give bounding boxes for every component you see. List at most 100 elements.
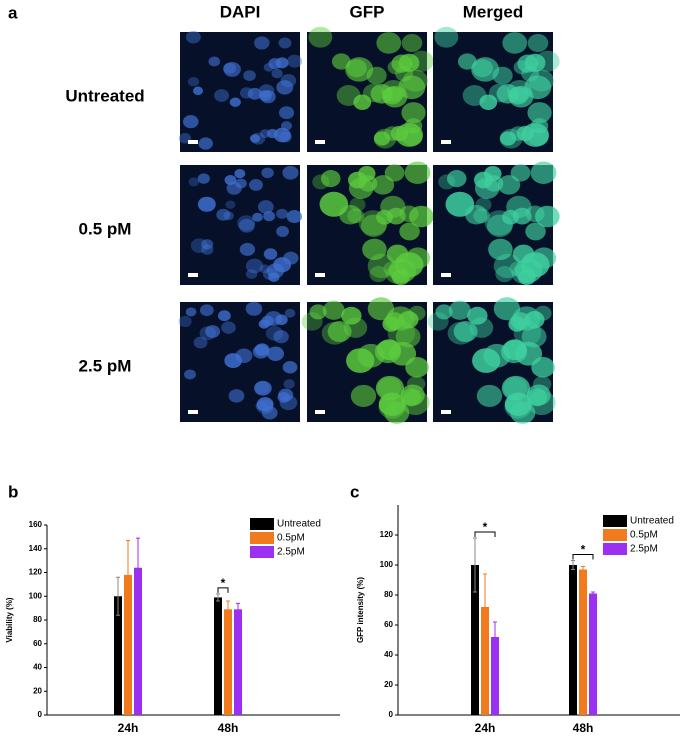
significance-bracket [217, 587, 229, 593]
cell [362, 238, 387, 261]
cell [503, 377, 528, 399]
cell [308, 26, 333, 48]
cell [525, 222, 546, 241]
cell [263, 248, 278, 260]
cell [347, 171, 367, 189]
error-bar [581, 566, 585, 573]
legend-swatch [603, 515, 627, 527]
cell [339, 204, 362, 225]
scale-bar [441, 140, 451, 144]
panel-label: b [8, 482, 18, 501]
y-tick-label: 40 [384, 650, 393, 659]
cell [366, 66, 387, 85]
cell [476, 384, 503, 407]
column-header: DAPI [220, 2, 261, 21]
error-bar [236, 602, 240, 616]
x-tick-label: 24h [475, 721, 496, 735]
cell [322, 300, 345, 320]
cell [273, 127, 291, 143]
error-bar [493, 621, 497, 653]
cell [398, 75, 426, 100]
cell [287, 54, 303, 68]
cell [214, 89, 230, 102]
cell [182, 115, 199, 129]
error-bar [226, 600, 230, 619]
cell [510, 164, 531, 182]
cell [247, 87, 262, 100]
bar [234, 609, 242, 715]
cell [245, 301, 263, 316]
error-bar [136, 537, 140, 598]
cell [276, 226, 289, 237]
y-tick-label: 0 [38, 710, 43, 719]
cell [371, 175, 395, 195]
error-bar [116, 576, 120, 616]
bar [214, 597, 222, 715]
cell [239, 242, 256, 256]
y-tick-label: 160 [29, 520, 43, 529]
cell [235, 348, 253, 363]
legend-label: 0.5pM [277, 533, 305, 544]
column-header: Merged [463, 2, 523, 21]
cell [280, 73, 297, 88]
cell [263, 211, 276, 222]
cell [217, 310, 231, 322]
x-tick-label: 48h [218, 721, 239, 735]
cell [501, 375, 531, 401]
cell [497, 175, 521, 195]
cell [484, 210, 514, 236]
cell [286, 209, 303, 224]
error-bar [483, 573, 487, 641]
legend-label: 2.5pM [630, 544, 658, 555]
y-axis-label: GFP intensity (%) [356, 577, 365, 643]
cell [510, 401, 536, 424]
cell [243, 70, 256, 81]
cell [263, 63, 274, 72]
cell [178, 315, 192, 328]
bar [471, 565, 479, 715]
cell [472, 59, 493, 78]
cell [185, 307, 197, 317]
cell [499, 131, 517, 146]
cell [408, 305, 426, 321]
error-bar [216, 593, 220, 602]
cell [381, 79, 406, 102]
cell [377, 377, 402, 399]
x-tick-label: 24h [118, 721, 139, 735]
scale-bar [441, 410, 451, 414]
cell [512, 244, 535, 264]
cell [377, 339, 401, 361]
cell [350, 384, 377, 407]
cell [197, 196, 216, 212]
cell [401, 33, 423, 53]
cell [225, 200, 236, 209]
cell [238, 218, 255, 233]
cell [531, 247, 557, 269]
micrograph [301, 297, 430, 424]
scale-bar [441, 273, 451, 277]
significance-label: * [581, 543, 586, 557]
panel-label: c [350, 482, 359, 501]
cell [479, 94, 498, 110]
cell [398, 53, 420, 72]
cell [237, 215, 256, 231]
cell [216, 208, 231, 221]
cell [327, 321, 352, 343]
cell [457, 53, 477, 70]
cell [185, 30, 201, 44]
legend-swatch [250, 546, 274, 558]
cell [199, 304, 214, 317]
cell [265, 326, 284, 341]
cell [278, 37, 292, 49]
micrograph [307, 26, 434, 152]
cell [228, 389, 245, 403]
cell [249, 134, 261, 143]
cell [453, 321, 478, 343]
y-tick-label: 120 [29, 568, 43, 577]
cell [273, 330, 289, 344]
error-bar [571, 560, 575, 570]
cell [260, 90, 276, 104]
cell [275, 57, 289, 69]
y-tick-label: 100 [29, 591, 43, 600]
cell [400, 388, 422, 407]
